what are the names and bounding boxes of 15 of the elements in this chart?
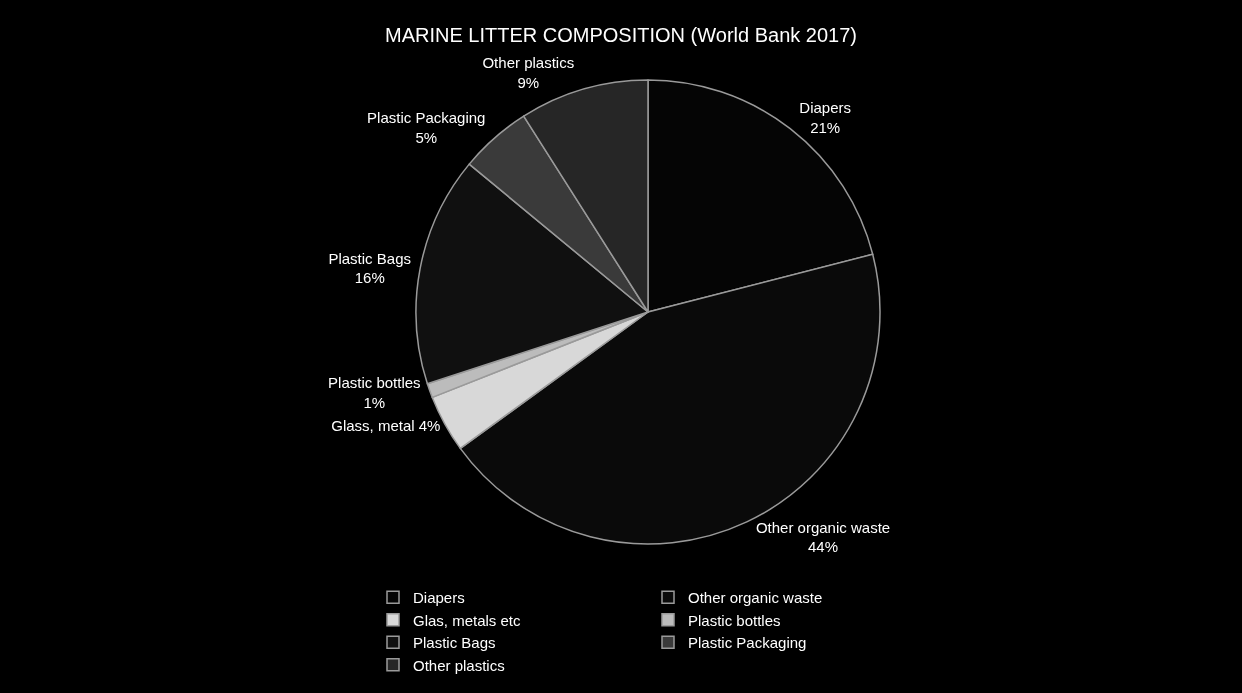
data-label: Glass, metal 4% <box>331 417 441 435</box>
data-label: Plastic Packaging 5% <box>367 109 486 146</box>
legend-label: Other plastics <box>413 656 505 674</box>
data-label: Other organic waste 44% <box>755 518 891 556</box>
legend-label: Diapers <box>413 589 465 607</box>
legend-label: Glas, metals etc <box>413 611 522 629</box>
data-label: Plastic bottles 1% <box>328 374 421 411</box>
legend-label: Other organic waste <box>688 589 823 607</box>
data-label: Plastic Bags 16% <box>328 249 411 287</box>
legend-label: Plastic Bags <box>413 634 496 652</box>
chart-title: MARINE LITTER COMPOSITION (World Bank 2017) <box>385 23 857 46</box>
legend-label: Plastic Packaging <box>688 634 807 652</box>
data-label: Other plastics 9% <box>482 54 575 91</box>
data-label: Diapers 21% <box>799 99 852 136</box>
legend-label: Plastic bottles <box>688 611 781 629</box>
